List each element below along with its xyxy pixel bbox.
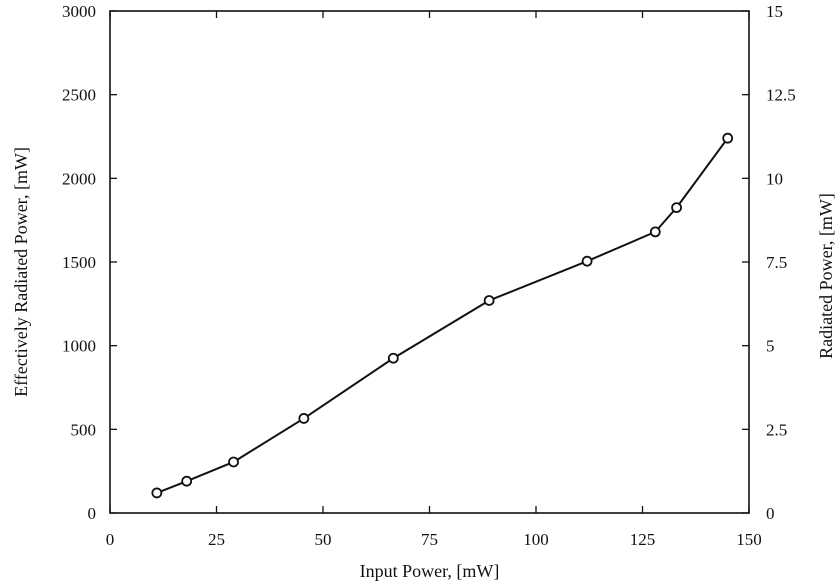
data-point xyxy=(483,295,495,306)
data-point xyxy=(181,475,193,487)
y-tick-label: 3000 xyxy=(62,2,96,21)
y2-tick-label: 7.5 xyxy=(766,253,787,272)
x-tick-label: 0 xyxy=(106,530,115,549)
data-point xyxy=(298,413,310,424)
y-axis-title: Effectively Radiated Power, [mW] xyxy=(11,147,31,397)
x-tick-label: 100 xyxy=(523,530,549,549)
y-tick-label: 2000 xyxy=(62,169,96,188)
x-tick-label: 125 xyxy=(630,530,656,549)
data-point xyxy=(151,487,163,499)
x-tick-label: 25 xyxy=(208,530,225,549)
x-tick-label: 50 xyxy=(315,530,332,549)
x-tick-label: 150 xyxy=(736,530,762,549)
x-tick-label: 75 xyxy=(421,530,438,549)
y2-tick-label: 15 xyxy=(766,2,783,21)
data-point xyxy=(722,132,734,144)
y2-tick-label: 0 xyxy=(766,504,775,523)
data-point xyxy=(649,226,661,238)
series-line xyxy=(156,137,729,494)
data-point xyxy=(228,456,239,468)
data-point xyxy=(671,202,682,214)
y2-tick-label: 10 xyxy=(766,169,783,188)
y-tick-label: 500 xyxy=(71,420,97,439)
y2-tick-label: 2.5 xyxy=(766,420,787,439)
y2-tick-label: 5 xyxy=(766,337,775,356)
y2-tick-label: 12.5 xyxy=(766,86,796,105)
y-tick-label: 0 xyxy=(88,504,97,523)
y-tick-label: 1500 xyxy=(62,253,96,272)
y-tick-label: 1000 xyxy=(62,337,96,356)
plot-frame xyxy=(109,10,750,514)
y2-axis-title: Radiated Power, [mW] xyxy=(816,193,836,359)
y-tick-label: 2500 xyxy=(62,86,96,105)
data-point xyxy=(387,352,399,364)
data-point xyxy=(581,255,593,267)
x-axis-title: Input Power, [mW] xyxy=(360,561,500,581)
